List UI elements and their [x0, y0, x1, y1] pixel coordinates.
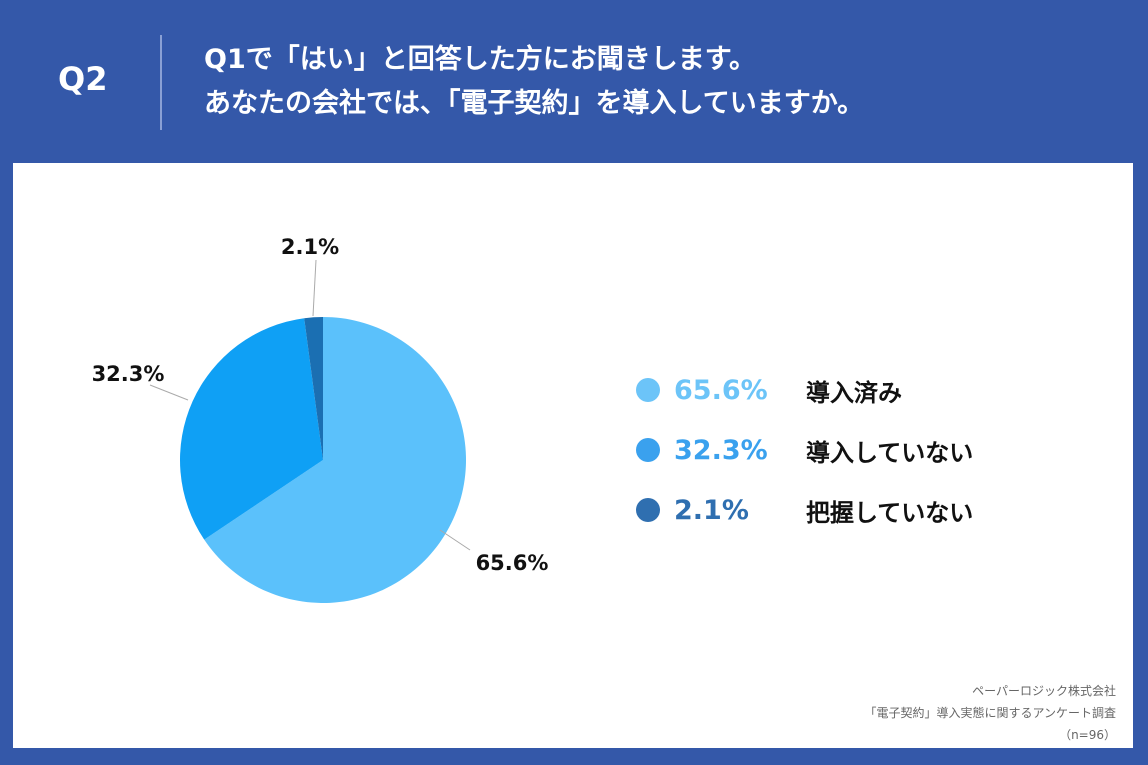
legend-label: 導入済み — [806, 378, 902, 407]
source-note: ペーパーロジック株式会社 「電子契約」導入実態に関するアンケート調査 （n=96… — [864, 680, 1116, 746]
header-divider — [160, 35, 162, 130]
title-line-2: あなたの会社では、「電子契約」を導入していますか。 — [204, 88, 865, 119]
data-label-1: 65.6% — [476, 551, 549, 575]
question-title: Q1で「はい」と回答した方にお聞きします。 あなたの会社では、「電子契約」を導入… — [204, 38, 864, 126]
legend-percent: 32.3% — [674, 434, 768, 466]
source-line-1: ペーパーロジック株式会社 — [972, 684, 1116, 698]
pie-slice-3 — [304, 317, 323, 460]
legend-percent: 2.1% — [674, 494, 749, 526]
pie-slice-1 — [204, 317, 467, 603]
legend-item: 2.1% 把握していない — [636, 480, 973, 540]
legend-dot-icon — [636, 438, 660, 462]
leader-line-2 — [149, 384, 189, 401]
data-label-3: 2.1% — [281, 235, 339, 259]
source-line-2: 「電子契約」導入実態に関するアンケート調査 — [864, 706, 1116, 720]
legend: 65.6% 導入済み 32.3% 導入していない 2.1% 把握していない — [636, 360, 973, 540]
source-line-3: （n=96） — [1059, 728, 1116, 742]
legend-item: 32.3% 導入していない — [636, 420, 973, 480]
question-number: Q2 — [58, 60, 108, 98]
legend-percent: 65.6% — [674, 374, 768, 406]
leader-line-3 — [312, 259, 317, 317]
legend-label: 導入していない — [806, 438, 974, 467]
legend-dot-icon — [636, 378, 660, 402]
legend-item: 65.6% 導入済み — [636, 360, 973, 420]
legend-dot-icon — [636, 498, 660, 522]
pie-slice-2 — [179, 318, 323, 540]
title-line-1: Q1で「はい」と回答した方にお聞きします。 — [204, 44, 757, 75]
leader-line-1 — [439, 529, 471, 551]
data-label-2: 32.3% — [92, 362, 165, 386]
legend-label: 把握していない — [806, 498, 974, 527]
